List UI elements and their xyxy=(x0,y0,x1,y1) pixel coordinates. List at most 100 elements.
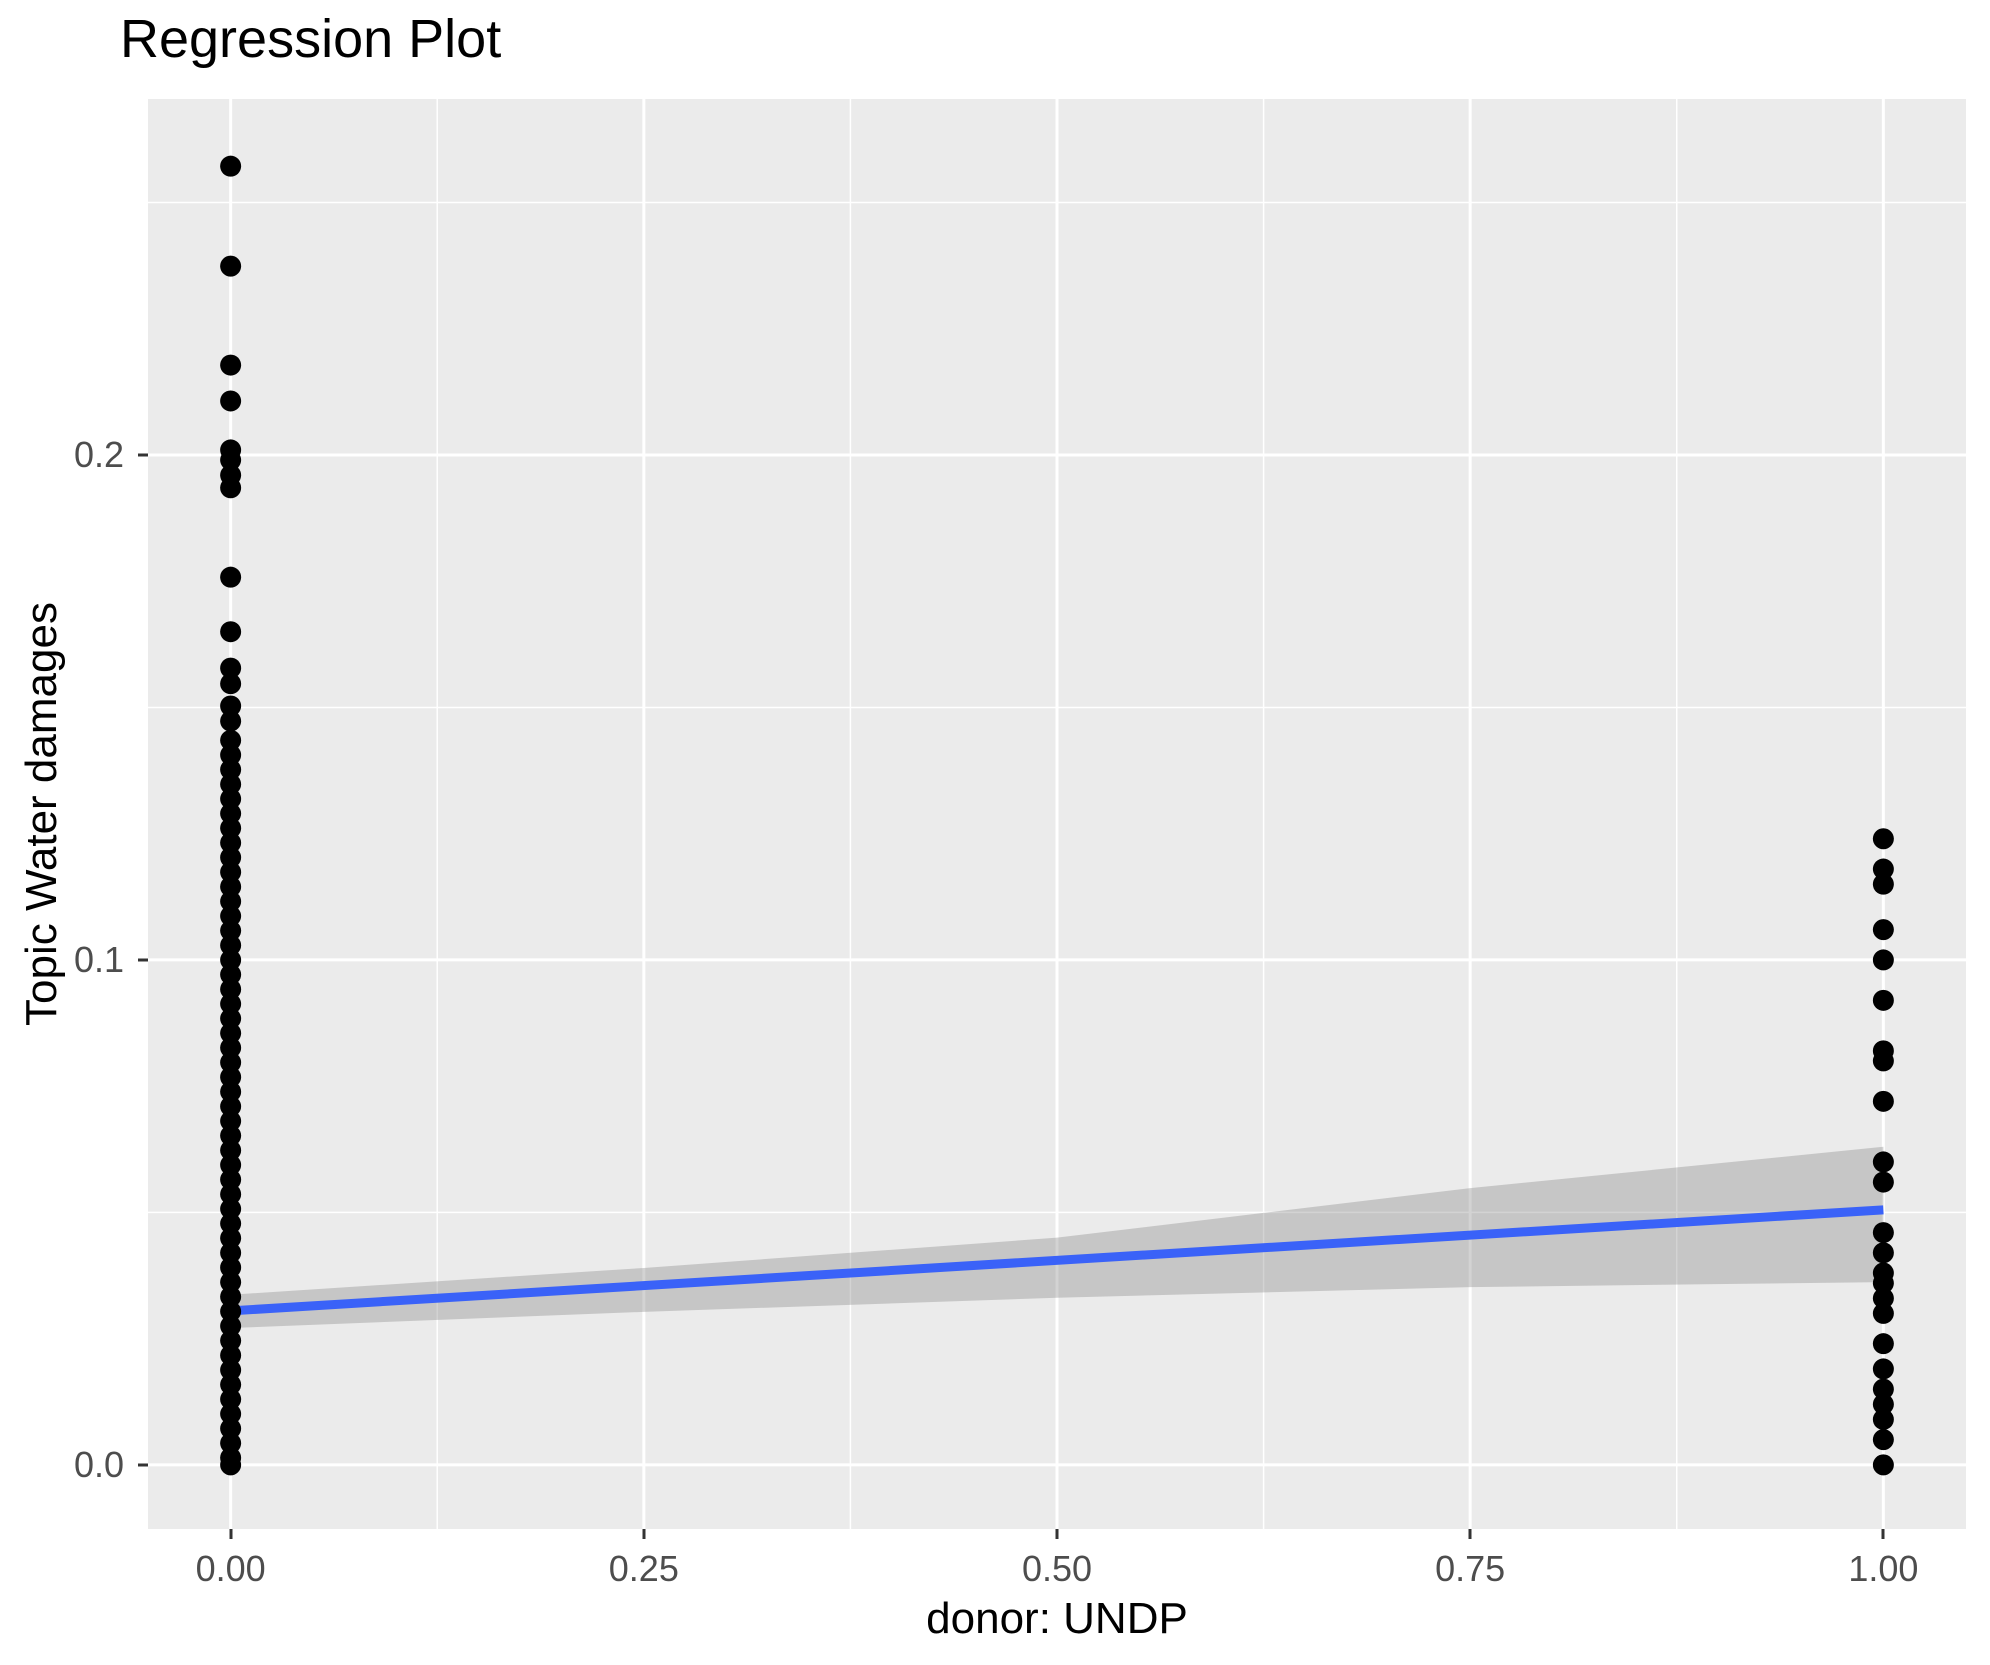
data-point xyxy=(220,673,242,695)
data-point xyxy=(220,920,242,942)
y-axis-title-wrap: Topic Water damages xyxy=(14,99,70,1529)
data-point xyxy=(1872,919,1894,941)
data-point xyxy=(220,846,242,868)
x-tick-mark xyxy=(1055,1529,1059,1539)
data-point xyxy=(1872,1242,1894,1264)
data-point xyxy=(1872,1302,1894,1324)
data-point xyxy=(220,1432,242,1454)
data-point xyxy=(220,255,242,277)
data-point xyxy=(220,1403,242,1425)
data-point xyxy=(220,1388,242,1410)
data-point xyxy=(220,710,242,732)
data-point xyxy=(1872,1358,1894,1380)
data-point xyxy=(220,1139,242,1161)
data-point xyxy=(220,729,242,751)
data-point xyxy=(220,1169,242,1191)
x-tick-label: 0.75 xyxy=(1435,1548,1506,1589)
data-point xyxy=(220,1374,242,1396)
data-point xyxy=(220,773,242,795)
data-point xyxy=(220,1066,242,1088)
data-point xyxy=(220,1081,242,1103)
data-point xyxy=(220,1125,242,1147)
data-point xyxy=(220,1315,242,1337)
y-tick-mark xyxy=(138,958,148,962)
data-point xyxy=(220,657,242,679)
data-point xyxy=(1872,1272,1894,1294)
y-tick-label: 0.1 xyxy=(73,938,124,980)
data-point xyxy=(220,1344,242,1366)
x-tick-label: 0.50 xyxy=(1021,1548,1093,1589)
data-point xyxy=(1872,1393,1894,1415)
data-point xyxy=(1872,1408,1894,1430)
x-tick-label: 0.25 xyxy=(608,1548,679,1589)
data-point xyxy=(220,1037,242,1059)
data-point xyxy=(220,449,242,471)
data-point xyxy=(220,759,242,781)
data-point xyxy=(220,876,242,898)
data-point xyxy=(220,1213,242,1235)
data-point xyxy=(220,905,242,927)
data-point xyxy=(220,949,242,971)
data-point xyxy=(220,1095,242,1117)
y-axis-title: Topic Water damages xyxy=(17,602,67,1026)
data-point xyxy=(220,1008,242,1030)
data-point xyxy=(220,390,242,412)
x-tick-mark xyxy=(229,1529,233,1539)
data-point xyxy=(1872,858,1894,880)
x-tick-mark xyxy=(1468,1529,1472,1539)
y-tick-mark xyxy=(138,1463,148,1467)
data-point xyxy=(1872,989,1894,1011)
x-tick-label: 0.00 xyxy=(195,1548,266,1589)
x-tick-mark xyxy=(1881,1529,1885,1539)
data-point xyxy=(220,1183,242,1205)
data-point xyxy=(220,1300,242,1322)
data-point xyxy=(220,788,242,810)
x-tick-label: 1.00 xyxy=(1848,1548,1919,1589)
data-point xyxy=(220,832,242,854)
data-point xyxy=(1872,1171,1894,1193)
plot-title: Regression Plot xyxy=(120,9,502,69)
data-point xyxy=(220,1242,242,1264)
data-point xyxy=(220,744,242,766)
data-point xyxy=(220,155,242,177)
data-point xyxy=(220,993,242,1015)
data-point xyxy=(220,1022,242,1044)
regression-line xyxy=(230,1205,1884,1316)
data-point xyxy=(220,890,242,912)
data-point xyxy=(220,1454,242,1476)
data-point xyxy=(1872,1378,1894,1400)
data-point xyxy=(220,695,242,717)
data-point xyxy=(220,861,242,883)
data-point xyxy=(1872,1454,1894,1476)
data-point xyxy=(1872,1050,1894,1072)
data-point xyxy=(220,1330,242,1352)
y-tick-label: 0.2 xyxy=(73,433,124,475)
data-point xyxy=(1872,1429,1894,1451)
y-tick-mark xyxy=(138,453,148,457)
data-point xyxy=(1872,1333,1894,1355)
data-point xyxy=(220,802,242,824)
data-point xyxy=(1872,1287,1894,1309)
plot-area xyxy=(148,99,1966,1529)
data-point xyxy=(220,566,242,588)
data-point xyxy=(220,817,242,839)
data-point xyxy=(220,1359,242,1381)
data-point xyxy=(1872,949,1894,971)
data-point xyxy=(220,1418,242,1440)
data-point xyxy=(1872,1222,1894,1244)
data-point xyxy=(220,354,242,376)
y-tick-label: 0.0 xyxy=(73,1443,124,1485)
data-point xyxy=(220,477,242,499)
data-point xyxy=(1872,1151,1894,1173)
data-point xyxy=(220,1227,242,1249)
plot-panel xyxy=(148,99,1966,1529)
data-point xyxy=(220,978,242,1000)
data-point xyxy=(220,621,242,643)
data-point xyxy=(220,1051,242,1073)
x-tick-mark xyxy=(642,1529,646,1539)
data-point xyxy=(1872,828,1894,850)
data-point xyxy=(220,1286,242,1308)
data-point xyxy=(220,1110,242,1132)
data-point xyxy=(220,964,242,986)
